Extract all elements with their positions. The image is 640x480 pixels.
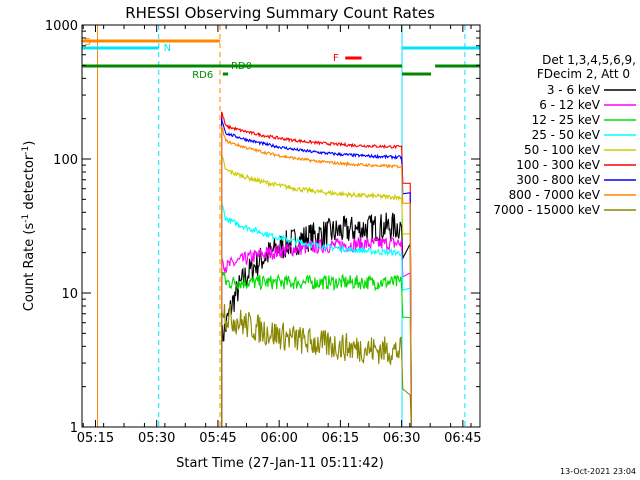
legend-entry-label: 7000 - 15000 keV: [493, 203, 600, 217]
series-line-8: [221, 125, 412, 428]
series-line-2: [221, 236, 412, 428]
footer-date: 13-Oct-2021 23:04: [560, 467, 636, 476]
legend-entry-label: 25 - 50 keV: [532, 128, 601, 142]
y-tick-label: 100: [53, 153, 78, 168]
legend-header-line1: Det 1,3,4,5,6,9,: [542, 53, 636, 67]
x-axis: 05:15 05:30 05:45 06:00 06:15 06:30 06:45: [77, 25, 482, 446]
legend-entry-label: 3 - 6 keV: [547, 83, 601, 97]
x-tick-label: 06:30: [383, 431, 420, 446]
x-tick-label: 05:15: [77, 431, 114, 446]
plot-frame: [81, 24, 481, 428]
series-line-6: [221, 111, 412, 428]
x-tick-label: 05:30: [138, 431, 175, 446]
legend-entry-label: 12 - 25 keV: [532, 113, 601, 127]
flag-label-night: N: [164, 43, 171, 54]
flag-label-rd0: RD0: [231, 61, 252, 72]
series-line-7: [221, 117, 412, 428]
series-line-3: [221, 271, 412, 428]
flag-label-rd6: RD6: [192, 70, 213, 81]
chart-title: RHESSI Observing Summary Count Rates: [125, 4, 435, 22]
y-axis-label: Count Rate (s-1 detector-1): [21, 141, 37, 312]
y-tick-label: 1000: [45, 19, 78, 34]
series-line-5: [221, 154, 412, 428]
x-tick-label: 06:00: [260, 431, 297, 446]
y-tick-label: 10: [61, 287, 78, 302]
x-tick-label: 06:15: [322, 431, 359, 446]
legend-entry-label: 6 - 12 keV: [539, 98, 601, 112]
flag-label-saa: S: [84, 37, 90, 48]
legend-header-line2: FDecim 2, Att 0: [537, 67, 630, 81]
legend-entry-label: 800 - 7000 keV: [509, 188, 601, 202]
legend: Det 1,3,4,5,6,9, FDecim 2, Att 0 3 - 6 k…: [493, 53, 636, 217]
plot-area: S N F RD6 RD0: [82, 25, 480, 428]
series-line-9: [221, 303, 412, 428]
legend-entry-label: 300 - 800 keV: [516, 173, 600, 187]
y-tick-label: 1: [70, 421, 78, 436]
legend-entry-label: 50 - 100 keV: [524, 143, 601, 157]
series-line-4: [221, 203, 412, 428]
flag-label-flare: F: [333, 53, 339, 64]
x-tick-label: 05:45: [199, 431, 236, 446]
x-tick-label: 06:45: [444, 431, 481, 446]
x-axis-label: Start Time (27-Jan-11 05:11:42): [176, 456, 384, 471]
y-axis: 1 10 100 1000: [45, 19, 480, 436]
legend-entry-label: 100 - 300 keV: [516, 158, 600, 172]
